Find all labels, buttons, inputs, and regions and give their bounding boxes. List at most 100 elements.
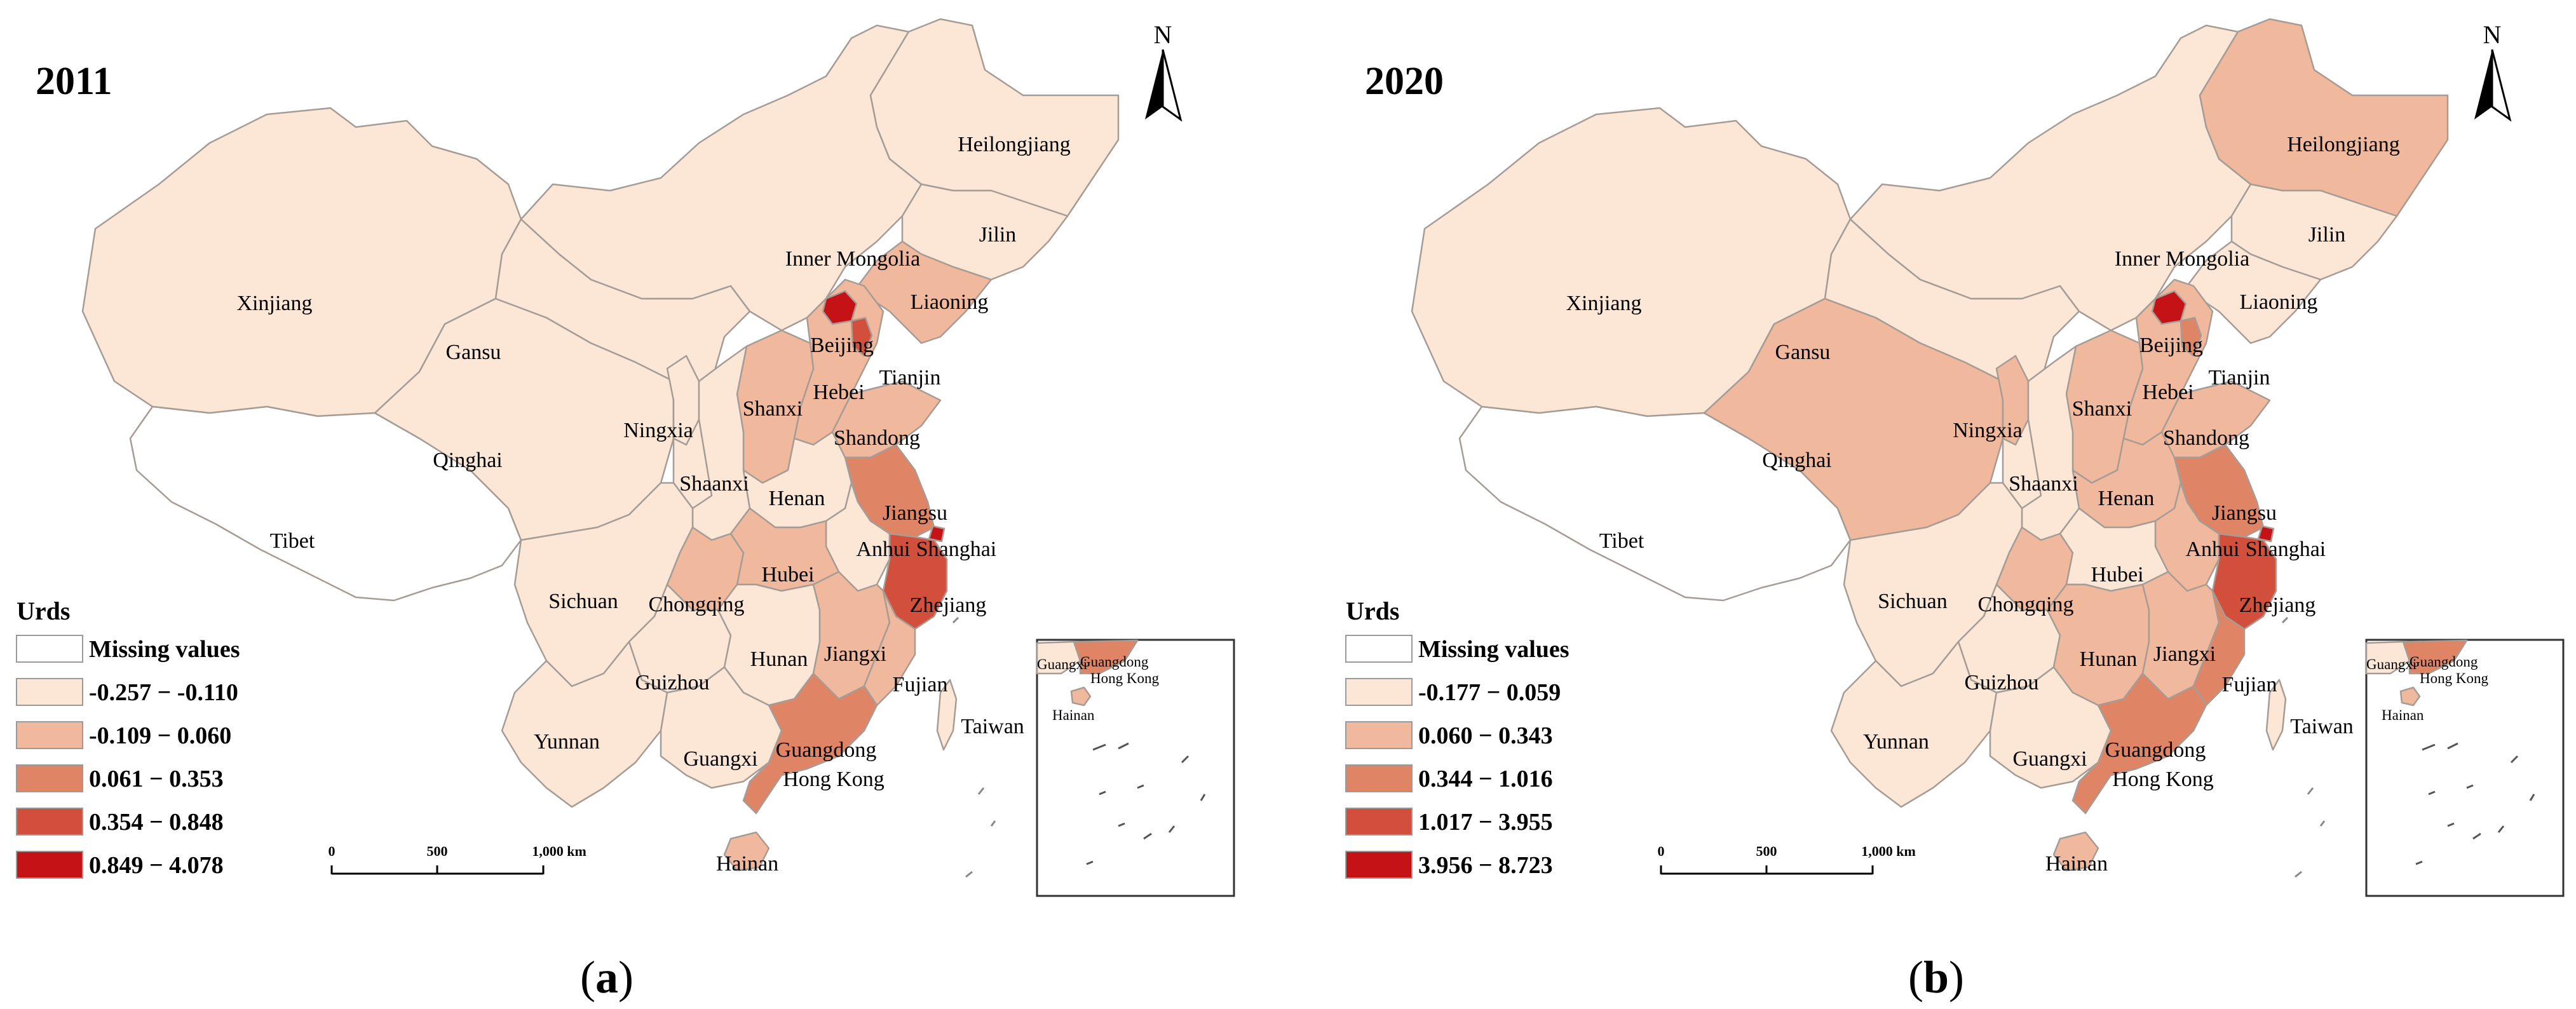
province-qinghai <box>374 297 675 541</box>
inset-label-guangxi: Guangxi <box>2366 656 2417 672</box>
province-yunnan <box>1830 640 1998 808</box>
label-guizhou: Guizhou <box>635 671 709 694</box>
label-shaanxi: Shaanxi <box>679 472 749 496</box>
province-ningxia <box>666 355 700 446</box>
label-guangxi: Guangxi <box>2012 747 2087 771</box>
inset-guangdong-area <box>1073 639 1139 675</box>
label-inner-mongolia: Inner Mongolia <box>785 247 920 271</box>
offshore-islands <box>952 616 996 878</box>
scale-bar-line <box>1660 865 1874 875</box>
province-taiwan <box>2265 679 2287 751</box>
legend-label: 0.060 − 0.343 <box>1418 722 1553 749</box>
scale-tick-0: 0 <box>1658 843 1665 859</box>
province-fujian <box>2192 590 2246 707</box>
north-arrow-icon-right <box>1162 49 1183 122</box>
label-guangxi: Guangxi <box>683 747 757 771</box>
legend-title: Urds <box>1346 597 1399 625</box>
china-province-map: Xinjiang Tibet Qinghai Gansu Inner Mongo… <box>81 18 1235 897</box>
legend-label: Missing values <box>89 636 240 663</box>
legend: Urds Missing values -0.257 − -0.110 -0.109… <box>16 597 240 879</box>
label-tianjin: Tianjin <box>2208 366 2270 389</box>
label-qinghai: Qinghai <box>1762 449 1832 472</box>
legend-label: 0.061 − 0.353 <box>89 766 224 792</box>
label-jilin: Jilin <box>2308 223 2346 247</box>
label-shanghai: Shanghai <box>2246 538 2326 561</box>
province-fujian <box>863 590 916 707</box>
label-hebei: Hebei <box>2142 381 2193 404</box>
label-fujian: Fujian <box>893 673 948 696</box>
legend-swatch <box>16 721 83 749</box>
province-yunnan <box>501 640 668 808</box>
inset-frame <box>1036 639 1235 897</box>
legend-label: 0.354 − 0.848 <box>89 809 224 836</box>
label-liaoning: Liaoning <box>2240 290 2318 314</box>
legend: Urds Missing values -0.177 − 0.059 0.060 −… <box>1345 597 1569 879</box>
province-hainan <box>723 831 770 872</box>
province-labels: Xinjiang Tibet Qinghai Gansu Inner Mongo… <box>1566 133 2489 876</box>
legend-swatch <box>16 851 83 879</box>
panel-b: 2020 <box>1345 18 2565 1003</box>
legend-swatch <box>16 764 83 792</box>
label-hubei: Hubei <box>2091 563 2143 586</box>
legend-swatch <box>1345 678 1413 706</box>
legend-swatch <box>16 635 83 663</box>
label-hong-kong: Hong Kong <box>783 768 885 791</box>
legend-swatch <box>16 808 83 836</box>
label-jilin: Jilin <box>979 223 1017 247</box>
legend-swatch <box>1345 764 1413 792</box>
label-guangdong: Guangdong <box>2105 738 2206 762</box>
label-xinjiang: Xinjiang <box>237 292 313 315</box>
inset-label-hong-kong: Hong Kong <box>1090 670 1159 686</box>
offshore-islands <box>2281 616 2326 878</box>
legend-label: -0.109 − 0.060 <box>89 722 231 749</box>
inset-guangxi-area <box>2365 640 2411 675</box>
label-jiangsu: Jiangsu <box>2212 501 2277 525</box>
scale-bar: 0 500 1,000 km <box>1658 843 1916 875</box>
scale-tick-500: 500 <box>427 843 448 859</box>
inset-label-hong-kong: Hong Kong <box>2420 670 2488 686</box>
north-arrow-icon <box>1145 50 1163 119</box>
panel-year-title: 2011 <box>36 60 112 103</box>
label-hunan: Hunan <box>2080 647 2138 671</box>
label-taiwan: Taiwan <box>961 715 1024 738</box>
label-heilongjiang: Heilongjiang <box>958 133 1071 156</box>
label-ningxia: Ningxia <box>1953 419 2023 442</box>
inset-guangxi-area <box>1036 640 1081 675</box>
north-arrow: N <box>2474 20 2512 122</box>
legend-label: 3.956 − 8.723 <box>1418 852 1553 879</box>
label-ningxia: Ningxia <box>623 419 693 442</box>
panel-a: 2011 <box>16 18 1235 1003</box>
label-yunnan: Yunnan <box>1863 730 1929 754</box>
panel-caption: (a) <box>580 952 634 1003</box>
label-tibet: Tibet <box>1599 529 1644 553</box>
legend-title: Urds <box>17 597 70 625</box>
province-guangdong <box>2071 672 2207 815</box>
label-shanxi: Shanxi <box>2072 397 2132 421</box>
south-china-sea-inset <box>2365 639 2565 897</box>
label-henan: Henan <box>769 487 825 510</box>
label-shandong: Shandong <box>834 426 920 450</box>
province-tianjin <box>2179 316 2202 357</box>
label-zhejiang: Zhejiang <box>910 593 987 617</box>
north-arrow: N <box>1145 20 1183 122</box>
label-gansu: Gansu <box>1775 341 1831 364</box>
label-gansu: Gansu <box>446 341 501 364</box>
label-xinjiang: Xinjiang <box>1566 292 1642 315</box>
label-jiangxi: Jiangxi <box>824 642 886 666</box>
province-tibet <box>1458 405 1852 602</box>
label-shanxi: Shanxi <box>743 397 803 421</box>
legend-swatch <box>1345 808 1413 836</box>
legend-swatch <box>1345 851 1413 879</box>
label-hubei: Hubei <box>761 563 814 586</box>
label-chongqing: Chongqing <box>1977 593 2073 616</box>
label-hong-kong: Hong Kong <box>2112 768 2214 791</box>
label-tianjin: Tianjin <box>879 366 940 389</box>
label-sichuan: Sichuan <box>548 590 618 613</box>
label-guizhou: Guizhou <box>1964 671 2038 694</box>
province-hainan <box>2052 831 2099 872</box>
scale-tick-1000km: 1,000 km <box>1861 843 1916 859</box>
panel-year-title: 2020 <box>1365 60 1444 103</box>
province-qinghai <box>1703 297 2004 541</box>
scale-bar-line <box>330 865 545 875</box>
